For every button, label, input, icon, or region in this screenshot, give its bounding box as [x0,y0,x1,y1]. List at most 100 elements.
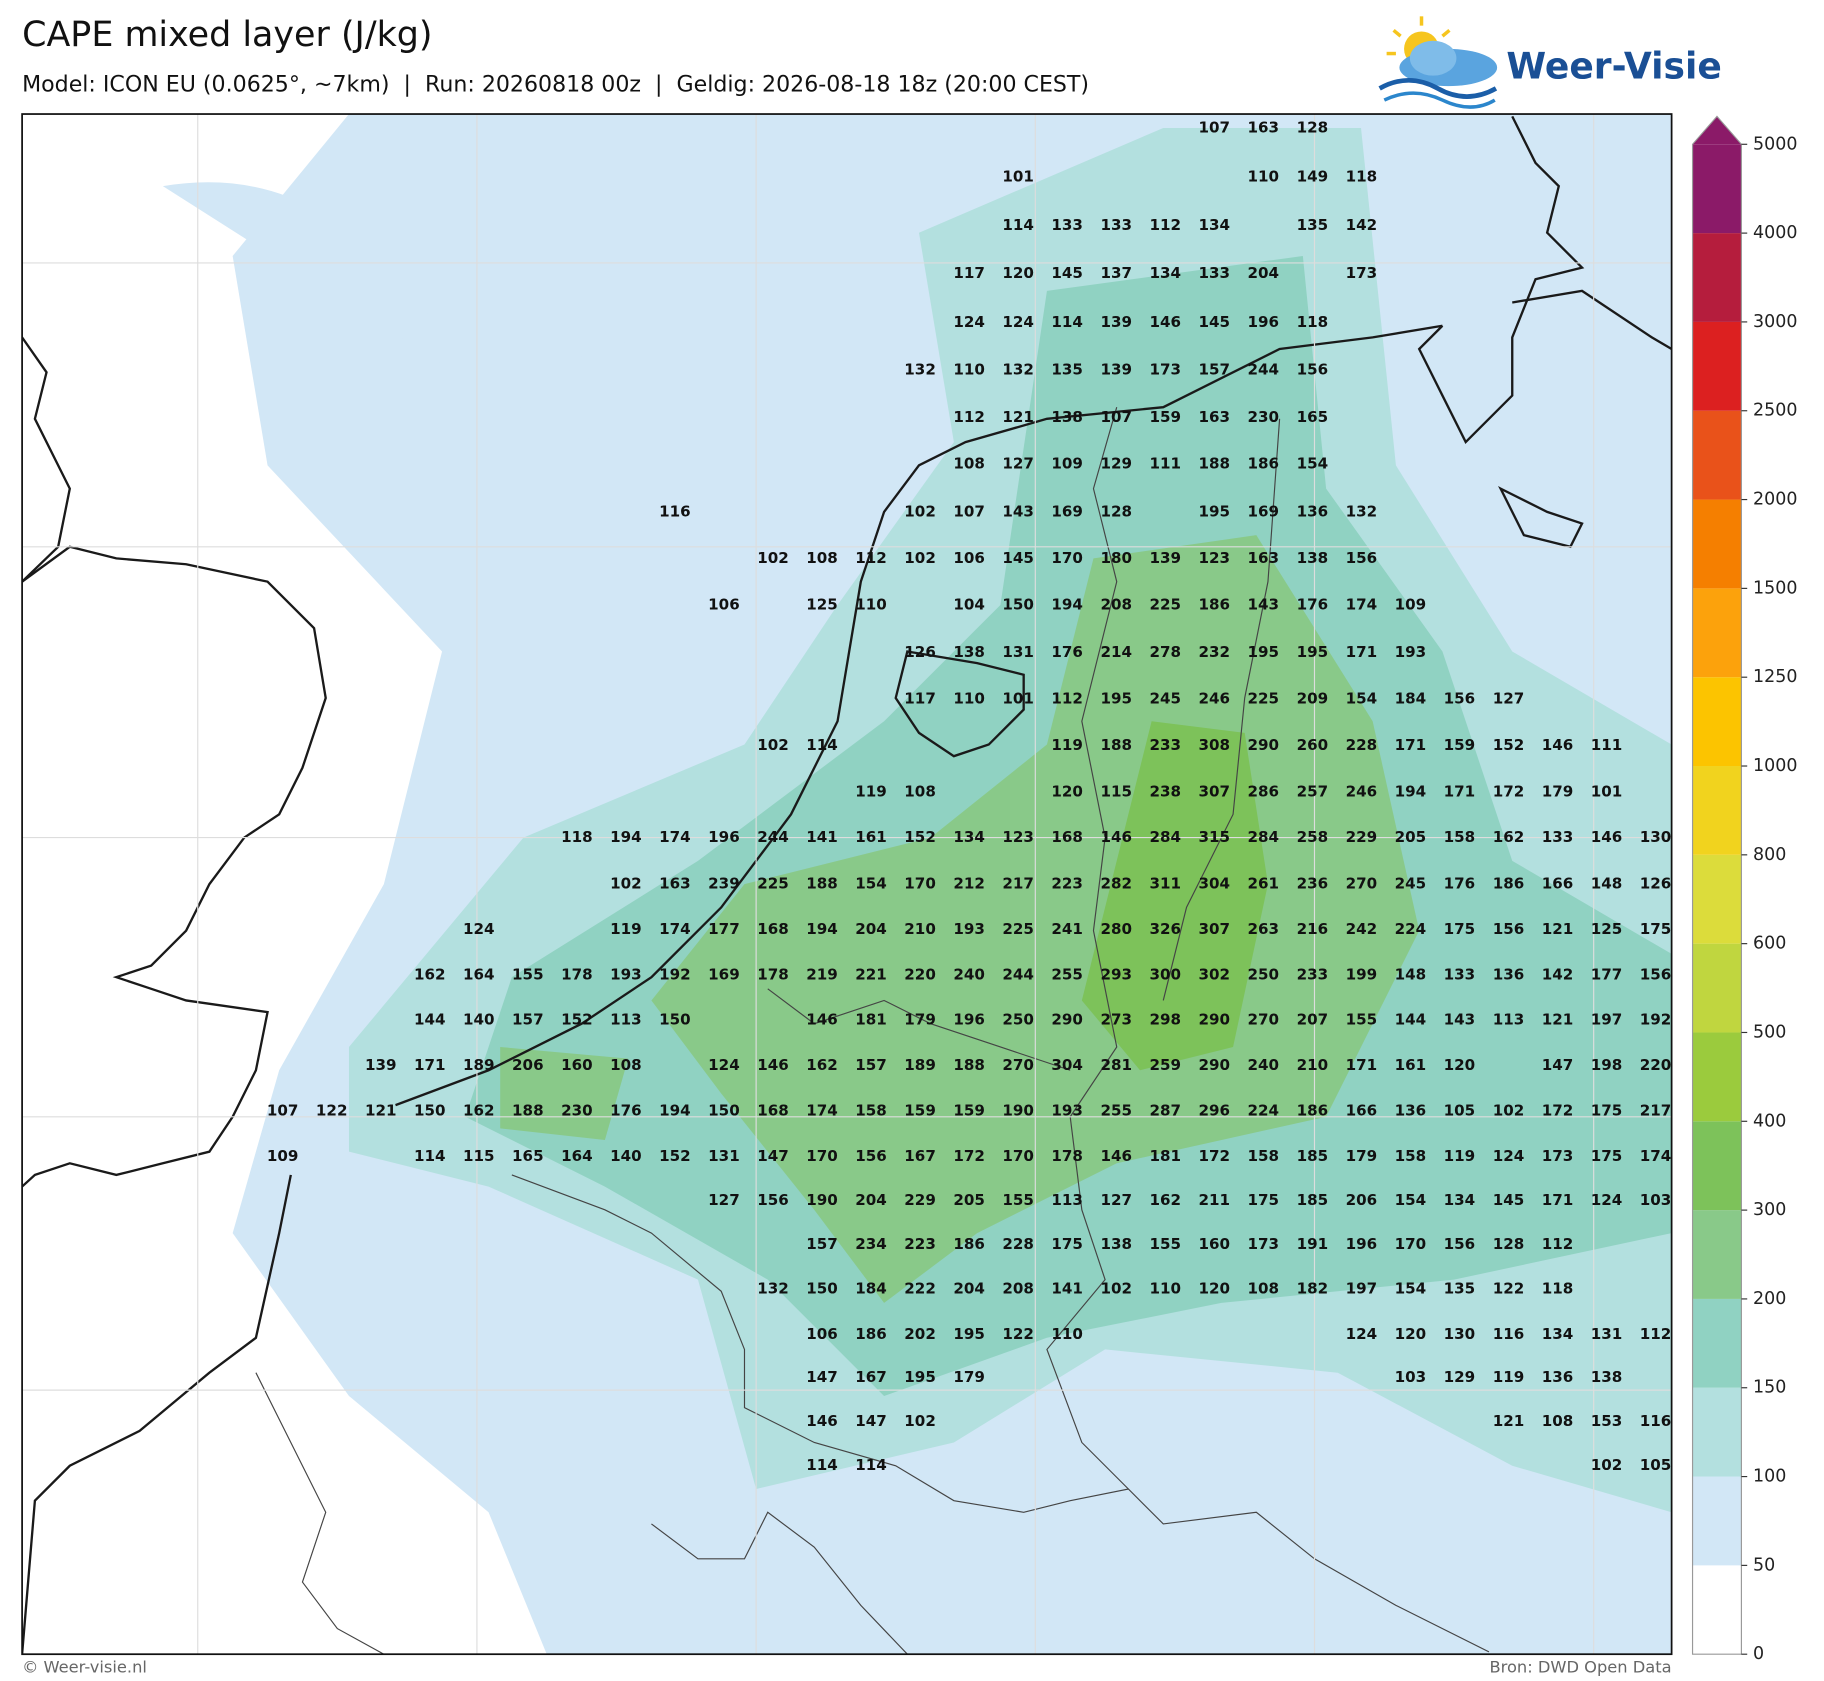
cape-label: 224 [1248,1101,1280,1119]
cape-label: 148 [1591,875,1623,893]
colorbar-band [1692,233,1742,322]
colorbar-tick-label: 2500 [1753,401,1797,421]
cape-label: 219 [806,965,838,983]
cape-label: 198 [1591,1056,1623,1074]
cape-label: 220 [1640,1056,1672,1074]
cape-label: 119 [1444,1147,1476,1165]
cape-label: 211 [1199,1191,1231,1209]
cape-label: 233 [1297,965,1329,983]
cape-label: 155 [512,965,544,983]
cape-label: 156 [1640,965,1672,983]
cape-label: 195 [904,1368,936,1386]
cape-label: 113 [1051,1191,1083,1209]
cape-label: 124 [708,1056,740,1074]
cape-label: 162 [1493,828,1525,846]
cape-label: 179 [953,1368,985,1386]
colorbar-band [1692,854,1742,944]
cape-label: 115 [463,1147,495,1165]
cape-label: 194 [659,1101,691,1119]
cape-label: 127 [1493,690,1525,708]
cape-label: 164 [561,1147,593,1165]
cape-label: 236 [1297,875,1329,893]
cape-label: 177 [708,920,740,938]
cape-label: 182 [1297,1279,1329,1297]
cape-label: 139 [365,1056,397,1074]
cape-label: 194 [806,920,838,938]
cape-label: 238 [1149,783,1181,801]
cape-label: 158 [1395,1147,1427,1165]
cape-label: 132 [904,360,936,378]
colorbar-tick-label: 3000 [1753,312,1797,332]
cape-label: 246 [1346,783,1378,801]
cape-label: 300 [1149,965,1181,983]
cape-label: 127 [1100,1191,1132,1209]
cape-label: 139 [1149,549,1181,567]
cape-label: 193 [1395,643,1427,661]
cape-label: 176 [1051,643,1083,661]
cape-label: 170 [1395,1235,1427,1253]
cape-label: 163 [1248,549,1280,567]
coastlines [22,115,1672,1655]
cape-label: 194 [1051,595,1083,613]
cape-label: 116 [659,502,691,520]
cape-label: 107 [953,502,985,520]
cape-label: 225 [1248,690,1280,708]
cape-label: 110 [1149,1279,1181,1297]
cape-label: 222 [904,1279,936,1297]
cape-label: 178 [757,965,789,983]
cape-label: 158 [855,1101,887,1119]
cape-label: 168 [1051,828,1083,846]
cape-label: 192 [659,965,691,983]
cape-label: 134 [1542,1325,1574,1343]
cape-label: 120 [1002,264,1034,282]
cape-label: 108 [904,783,936,801]
cape-label: 286 [1248,783,1280,801]
cape-label: 161 [1395,1056,1427,1074]
cape-label: 307 [1199,783,1231,801]
cape-label: 290 [1199,1011,1231,1029]
cape-label: 202 [904,1325,936,1343]
cape-label: 101 [1002,690,1034,708]
cape-label: 146 [1100,828,1132,846]
cape-label: 157 [855,1056,887,1074]
cape-label: 208 [1100,595,1132,613]
cape-label: 119 [1493,1368,1525,1386]
cape-label: 225 [1002,920,1034,938]
cape-label: 109 [1395,595,1427,613]
cape-label: 102 [757,549,789,567]
colorbar-band [1692,321,1742,411]
cape-label: 128 [1297,119,1329,137]
grid-labels: 107 163 128 101 110 149 118 114 133 133 112 134 135 1… [267,119,1671,1475]
cape-label: 188 [512,1101,544,1119]
colorbar-tick-label: 800 [1753,845,1786,865]
colorbar-band [1692,1210,1742,1299]
cape-label: 109 [1051,455,1083,473]
cape-label: 131 [1002,643,1034,661]
cape-label: 188 [806,875,838,893]
colorbar-extend [1692,116,1742,145]
cape-label: 103 [1640,1191,1672,1209]
cape-label: 195 [1199,502,1231,520]
cape-label: 206 [1346,1191,1378,1209]
cape-label: 287 [1149,1101,1181,1119]
cape-label: 172 [1542,1101,1574,1119]
cape-label: 153 [1591,1412,1623,1430]
cape-label: 101 [1591,783,1623,801]
cape-label: 110 [855,595,887,613]
cape-label: 135 [1444,1279,1476,1297]
cape-label: 119 [610,920,642,938]
cape-label: 148 [1395,965,1427,983]
cape-label: 120 [1395,1325,1427,1343]
cape-label: 195 [1248,643,1280,661]
cape-label: 155 [1149,1235,1181,1253]
cape-label: 150 [708,1101,740,1119]
cape-label: 146 [1149,313,1181,331]
cape-label: 217 [1002,875,1034,893]
cape-label: 186 [1297,1101,1329,1119]
cape-label: 102 [904,1412,936,1430]
cape-label: 121 [1493,1412,1525,1430]
colorbar: 0 50 100 150 200 300 400 500 600 800 1000 1250 1500 2… [1691,115,1797,1664]
cape-label: 174 [659,828,691,846]
